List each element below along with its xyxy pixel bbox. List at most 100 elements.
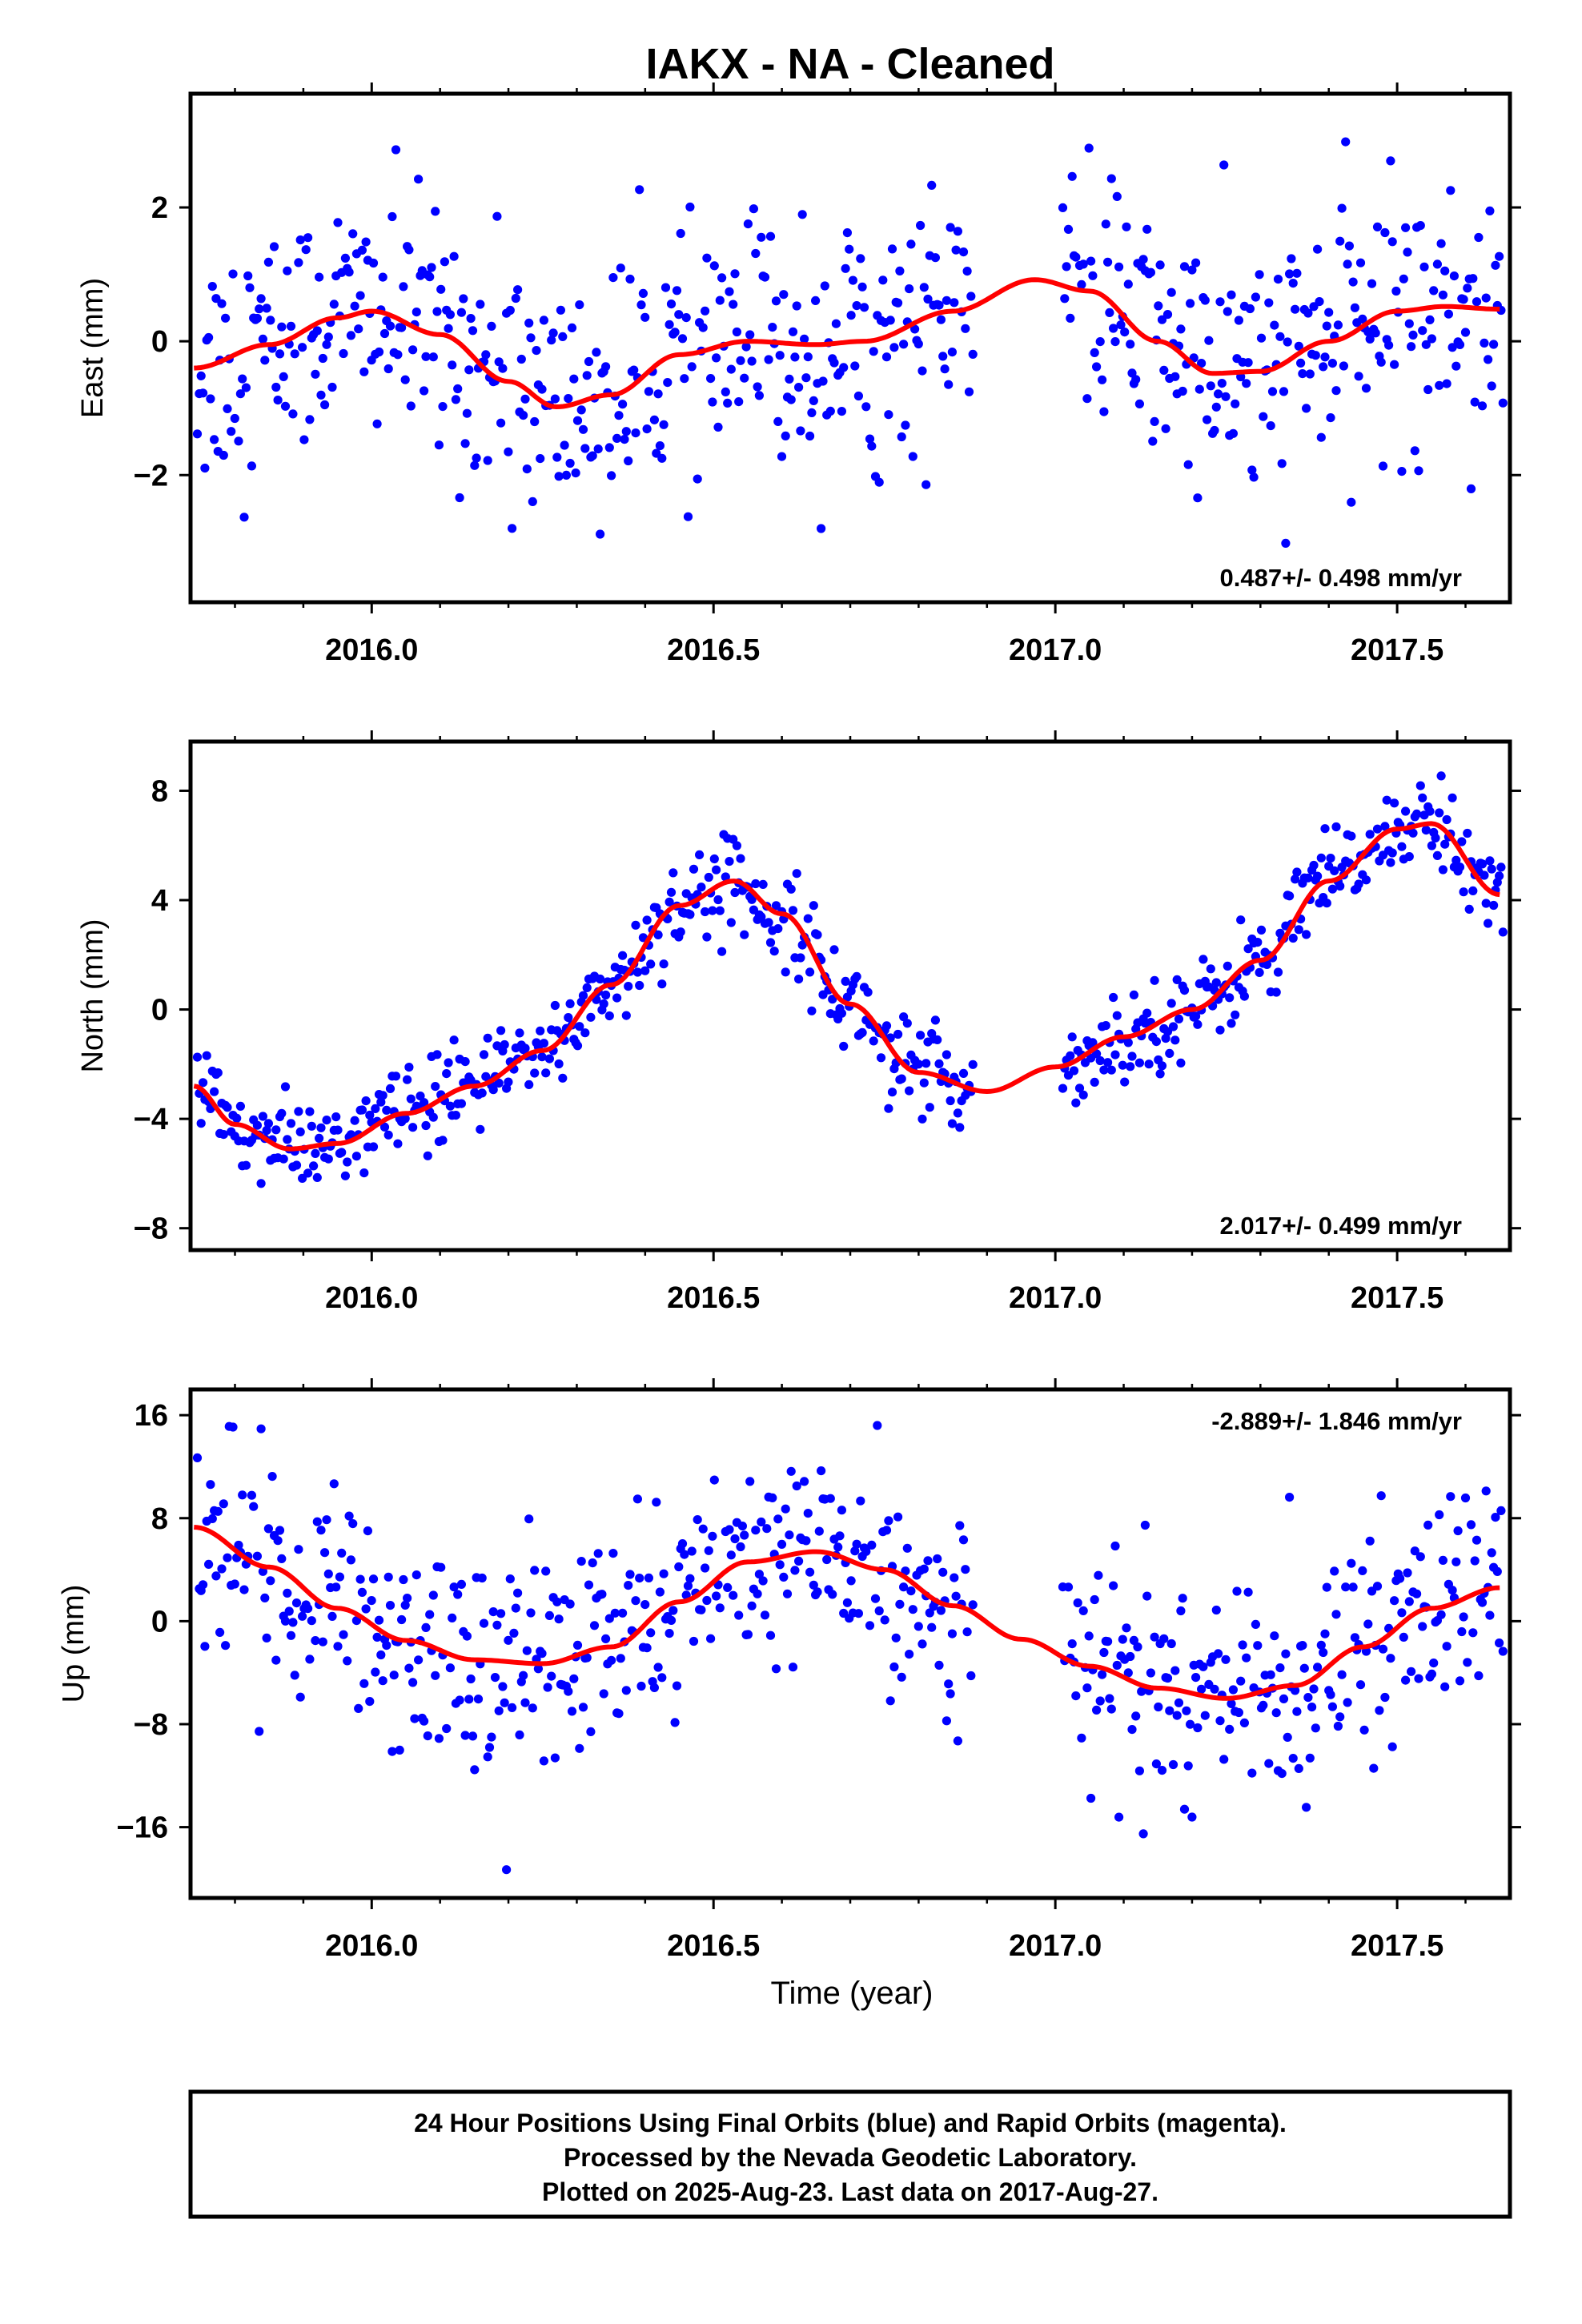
north-point [323, 1154, 333, 1164]
east-point [414, 175, 424, 184]
north-point [1223, 961, 1232, 971]
north-point [536, 1026, 545, 1035]
east-point [1372, 222, 1383, 231]
up-point [1073, 1598, 1082, 1608]
north-point [346, 1130, 355, 1140]
up-point [1179, 1804, 1190, 1814]
north-point [942, 1050, 951, 1059]
up-point [421, 1622, 431, 1632]
east-point [749, 204, 759, 214]
east-point [344, 267, 354, 277]
up-point [880, 1615, 889, 1625]
up-point [1372, 1582, 1383, 1591]
east-point [1215, 297, 1225, 307]
east-point [853, 391, 863, 401]
east-point [936, 315, 946, 324]
up-point [913, 1622, 923, 1631]
east-point [245, 283, 255, 292]
up-point [335, 1572, 344, 1582]
east-point [1425, 315, 1435, 324]
east-x-tick-label: 2016.5 [667, 633, 760, 667]
up-point [1401, 1675, 1411, 1685]
up-point [962, 1627, 972, 1637]
up-point [382, 1641, 391, 1651]
up-point [1403, 1568, 1412, 1578]
up-point [757, 1517, 766, 1527]
east-point [811, 296, 821, 305]
north-point [307, 1121, 316, 1131]
up-point [520, 1698, 530, 1707]
up-point [1166, 1638, 1176, 1649]
up-point [790, 1566, 800, 1575]
east-point [760, 272, 770, 282]
east-point [1106, 174, 1116, 183]
north-point [881, 1021, 892, 1031]
up-point [908, 1605, 917, 1614]
east-point [942, 296, 951, 305]
north-point [713, 895, 723, 905]
up-point [519, 1671, 528, 1680]
up-point [1414, 1674, 1423, 1683]
up-point [1427, 1669, 1436, 1679]
east-point [558, 332, 568, 341]
east-point [736, 356, 745, 365]
up-point [192, 1453, 203, 1462]
east-point [1423, 384, 1433, 395]
up-point [1103, 1637, 1113, 1647]
north-point [631, 920, 640, 930]
north-point [704, 872, 713, 883]
north-point [558, 1073, 568, 1083]
east-point [1256, 333, 1267, 343]
north-point [1211, 978, 1221, 987]
east-point [1331, 386, 1341, 396]
up-point [635, 1574, 644, 1583]
east-point [765, 231, 776, 241]
east-point [438, 402, 448, 412]
east-point [910, 324, 920, 334]
up-point [387, 1747, 397, 1756]
east-point [556, 305, 566, 315]
up-point [1316, 1640, 1326, 1650]
east-point [768, 323, 777, 332]
north-point [666, 887, 677, 897]
up-point [1123, 1668, 1133, 1678]
up-point [938, 1567, 948, 1577]
up-point [298, 1611, 307, 1621]
up-point [479, 1618, 489, 1628]
east-point [1447, 343, 1457, 352]
up-point [794, 1556, 804, 1566]
up-point [395, 1745, 404, 1755]
up-point [856, 1496, 865, 1506]
up-point [1470, 1556, 1480, 1566]
north-point [1425, 806, 1435, 816]
up-point [624, 1581, 633, 1590]
up-point [1474, 1671, 1484, 1681]
north-point [1058, 1084, 1068, 1093]
east-point [266, 316, 275, 325]
up-point [655, 1587, 665, 1597]
east-point [701, 306, 710, 316]
east-point [1485, 206, 1495, 215]
north-point [1256, 925, 1267, 935]
north-point [1074, 1084, 1085, 1093]
east-point [295, 235, 305, 245]
east-point [1376, 357, 1386, 367]
up-point [1438, 1555, 1447, 1565]
up-point [1105, 1694, 1114, 1703]
north-point [1316, 853, 1326, 862]
up-point [273, 1536, 283, 1546]
east-point [1489, 340, 1499, 349]
east-point [1466, 484, 1476, 494]
east-point [1204, 336, 1214, 345]
up-point [1447, 1586, 1457, 1595]
north-point [309, 1161, 319, 1171]
east-point [1234, 316, 1243, 325]
north-point [1110, 1050, 1120, 1059]
east-point [318, 353, 327, 364]
north-point [1129, 990, 1138, 999]
up-point [1330, 1566, 1339, 1576]
north-point [479, 1050, 489, 1059]
up-point [420, 1716, 429, 1726]
up-point [1459, 1612, 1468, 1622]
up-point [339, 1630, 348, 1639]
